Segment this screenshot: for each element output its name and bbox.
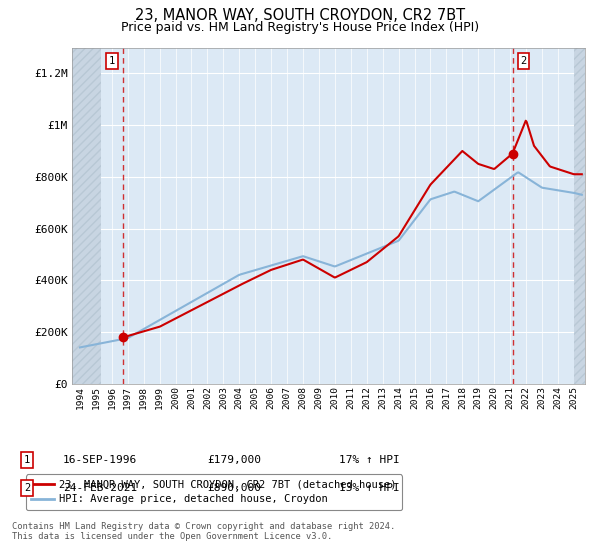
Text: 2: 2 — [24, 483, 30, 493]
Text: 2: 2 — [521, 56, 527, 66]
Bar — [72, 48, 101, 384]
Text: 13% ↑ HPI: 13% ↑ HPI — [339, 483, 400, 493]
Text: 24-FEB-2021: 24-FEB-2021 — [63, 483, 137, 493]
Text: 1: 1 — [24, 455, 30, 465]
Text: 16-SEP-1996: 16-SEP-1996 — [63, 455, 137, 465]
Text: £179,000: £179,000 — [207, 455, 261, 465]
Text: 17% ↑ HPI: 17% ↑ HPI — [339, 455, 400, 465]
Text: Contains HM Land Registry data © Crown copyright and database right 2024.
This d: Contains HM Land Registry data © Crown c… — [12, 522, 395, 542]
Legend: 23, MANOR WAY, SOUTH CROYDON, CR2 7BT (detached house), HPI: Average price, deta: 23, MANOR WAY, SOUTH CROYDON, CR2 7BT (d… — [26, 474, 402, 510]
Text: 1: 1 — [109, 56, 115, 66]
Text: £890,000: £890,000 — [207, 483, 261, 493]
Text: Price paid vs. HM Land Registry's House Price Index (HPI): Price paid vs. HM Land Registry's House … — [121, 21, 479, 34]
Text: 23, MANOR WAY, SOUTH CROYDON, CR2 7BT: 23, MANOR WAY, SOUTH CROYDON, CR2 7BT — [135, 8, 465, 24]
Bar — [574, 48, 585, 384]
